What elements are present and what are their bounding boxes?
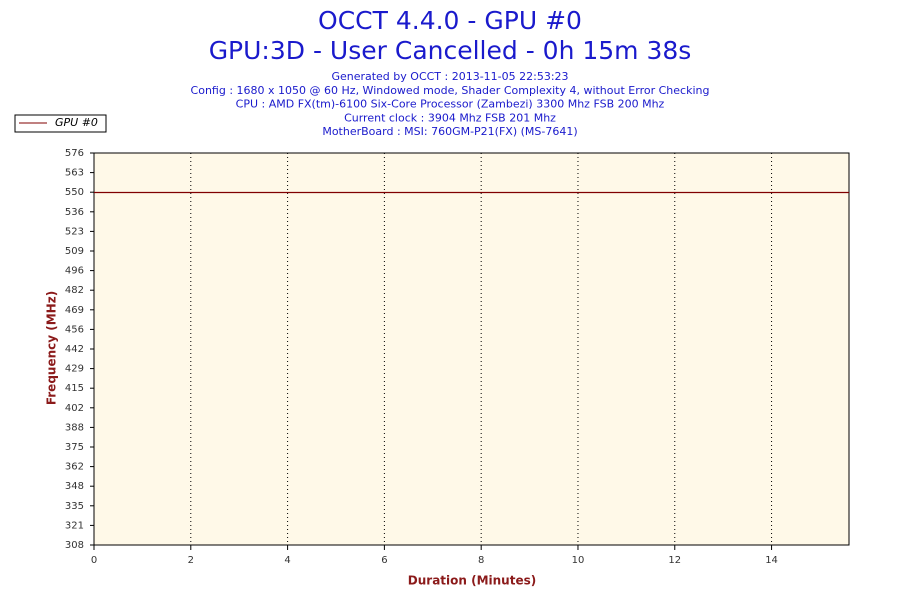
x-tick-label: 12 xyxy=(668,555,681,566)
y-tick-label: 496 xyxy=(65,266,84,277)
chart-title: OCCT 4.4.0 - GPU #0 xyxy=(318,6,582,35)
y-tick-label: 429 xyxy=(65,364,84,375)
y-tick-label: 482 xyxy=(65,285,84,296)
info-line: Current clock : 3904 Mhz FSB 201 Mhz xyxy=(344,111,556,124)
x-tick-label: 14 xyxy=(765,555,778,566)
y-tick-label: 415 xyxy=(65,383,84,394)
y-tick-label: 523 xyxy=(65,226,84,237)
y-tick-label: 509 xyxy=(65,246,84,257)
y-tick-label: 469 xyxy=(65,305,84,316)
legend-label: GPU #0 xyxy=(55,116,98,129)
info-line: Generated by OCCT : 2013-11-05 22:53:23 xyxy=(331,70,568,83)
y-tick-label: 308 xyxy=(65,540,84,551)
y-tick-label: 576 xyxy=(65,148,84,159)
y-tick-label: 442 xyxy=(65,344,84,355)
legend-box xyxy=(14,114,107,133)
y-tick-label: 388 xyxy=(65,422,84,433)
y-tick-label: 563 xyxy=(65,168,84,179)
plot-area xyxy=(93,152,850,546)
x-tick-label: 8 xyxy=(478,555,484,566)
y-tick-label: 536 xyxy=(65,207,84,218)
info-line: CPU : AMD FX(tm)-6100 Six-Core Processor… xyxy=(236,98,665,111)
x-tick-label: 2 xyxy=(188,555,194,566)
x-tick-label: 4 xyxy=(284,555,290,566)
y-tick-label: 348 xyxy=(65,481,84,492)
y-tick-label: 362 xyxy=(65,462,84,473)
info-line: Config : 1680 x 1050 @ 60 Hz, Windowed m… xyxy=(191,84,710,97)
y-tick-label: 375 xyxy=(65,442,84,453)
x-tick-label: 6 xyxy=(381,555,387,566)
y-tick-label: 321 xyxy=(65,520,84,531)
x-tick-label: 10 xyxy=(572,555,585,566)
y-tick-label: 456 xyxy=(65,324,84,335)
y-tick-label: 550 xyxy=(65,187,84,198)
chart-subtitle: GPU:3D - User Cancelled - 0h 15m 38s xyxy=(209,36,692,65)
x-axis-label: Duration (Minutes) xyxy=(408,574,536,588)
info-line: MotherBoard : MSI: 760GM-P21(FX) (MS-764… xyxy=(322,125,577,138)
y-tick-label: 335 xyxy=(65,501,84,512)
y-axis-label: Frequency (MHz) xyxy=(45,291,59,405)
y-tick-label: 402 xyxy=(65,403,84,414)
x-tick-label: 0 xyxy=(91,555,97,566)
